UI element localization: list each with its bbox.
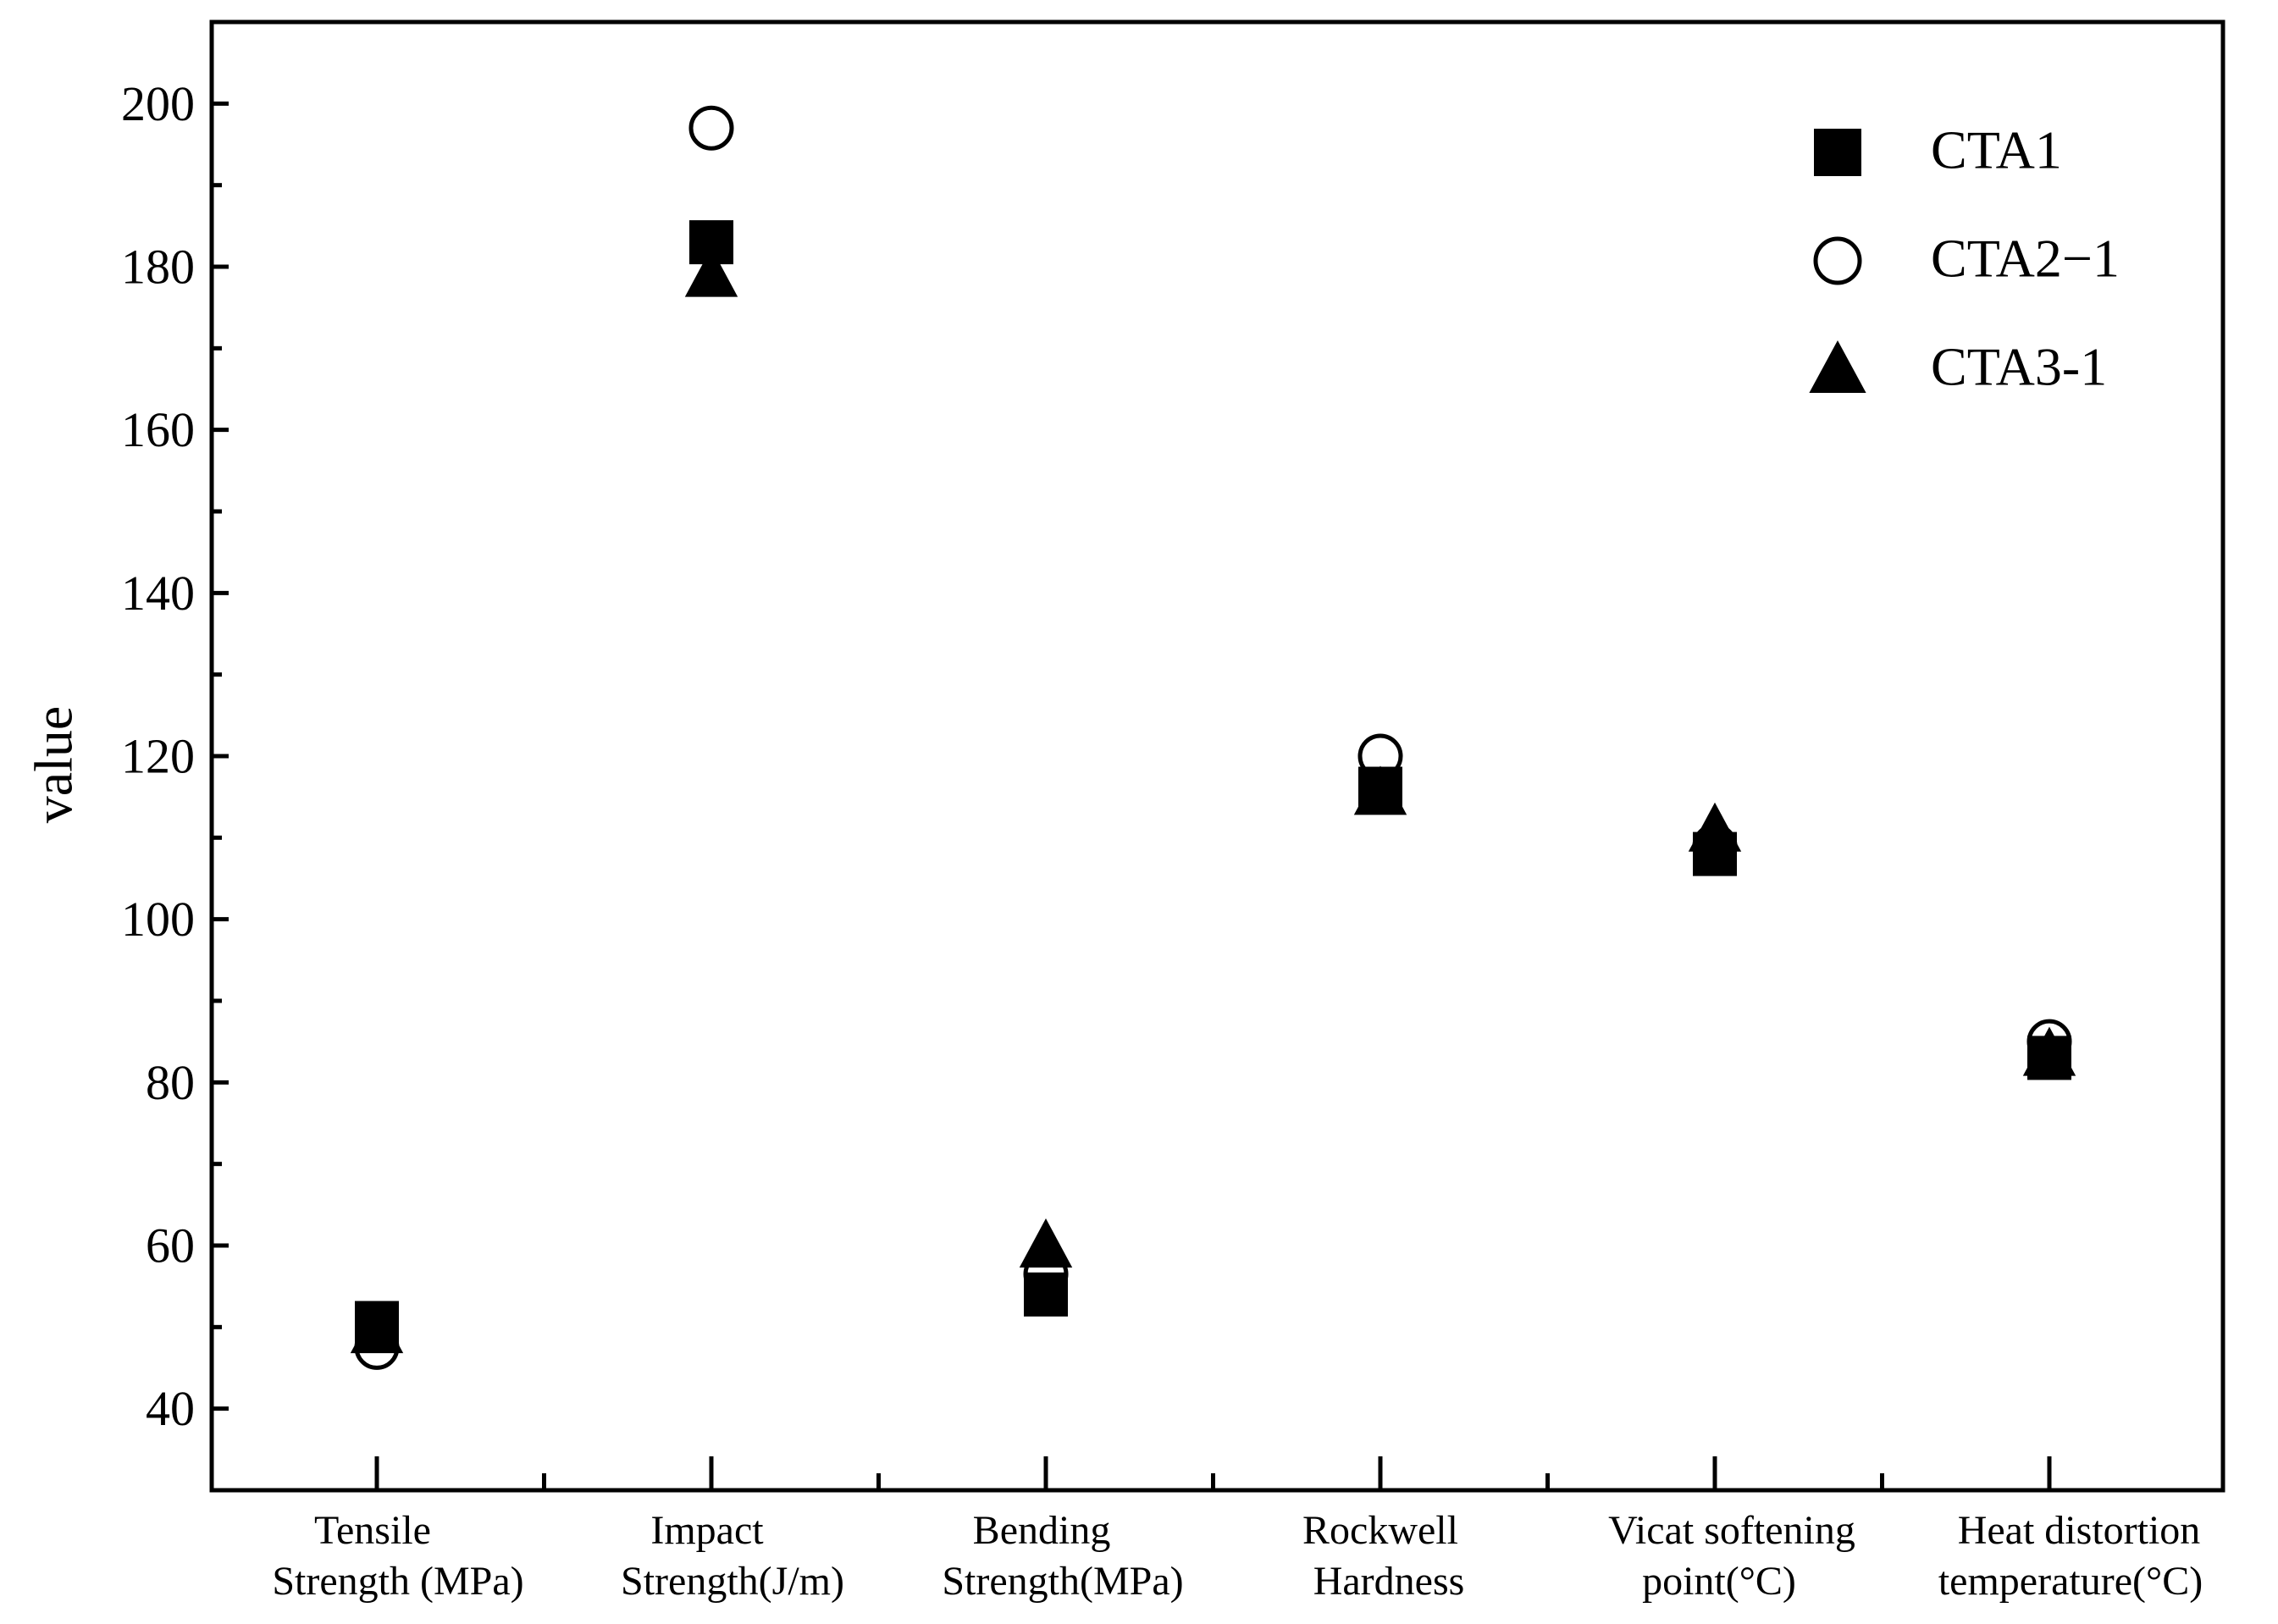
x-category-label: temperature(°C) (1938, 1559, 2203, 1604)
x-category-label: Hardness (1313, 1559, 1465, 1604)
x-category-label: Vicat softening (1608, 1508, 1855, 1553)
legend-marker-cta3-1 (1809, 340, 1866, 393)
y-tick-label: 140 (121, 566, 195, 621)
x-category-label: Strength(J/m) (621, 1559, 844, 1604)
point-cta3-1 (1019, 1218, 1073, 1268)
y-tick-label: 120 (121, 729, 195, 784)
point-cta3-1 (684, 247, 738, 297)
y-tick-label: 100 (121, 892, 195, 947)
y-tick-label: 200 (121, 76, 195, 131)
x-category-label: Rockwell (1302, 1508, 1458, 1553)
x-category-label: Bending (973, 1508, 1111, 1553)
legend-label-cta1: CTA1 (1931, 120, 2062, 180)
x-category-label: Impact (650, 1508, 764, 1553)
y-tick-label: 40 (146, 1381, 195, 1436)
legend-label-cta3-1: CTA3-1 (1931, 337, 2107, 397)
x-category-label: Strength(MPa) (942, 1559, 1183, 1604)
point-cta2-1 (688, 105, 734, 151)
y-tick-label: 180 (121, 240, 195, 295)
y-tick-label: 60 (146, 1218, 195, 1273)
x-category-label: point(°C) (1642, 1559, 1796, 1604)
legend-label-cta2-1: CTA2−1 (1931, 229, 2120, 289)
point-cta3-1 (1688, 802, 1742, 852)
x-category-label: Heat distortion (1958, 1508, 2201, 1553)
y-tick-label: 80 (146, 1055, 195, 1110)
legend-marker-cta2-1 (1813, 236, 1862, 285)
y-tick-label: 160 (121, 402, 195, 457)
point-cta3-1 (350, 1304, 404, 1354)
x-category-label: Tensile (314, 1508, 431, 1553)
point-cta3-1 (2022, 1026, 2076, 1076)
x-category-label: Strength (MPa) (272, 1559, 523, 1604)
legend-marker-cta1 (1814, 129, 1861, 176)
point-cta3-1 (1353, 765, 1407, 815)
y-axis-title: value (24, 706, 84, 824)
plot-frame (209, 19, 2225, 1493)
